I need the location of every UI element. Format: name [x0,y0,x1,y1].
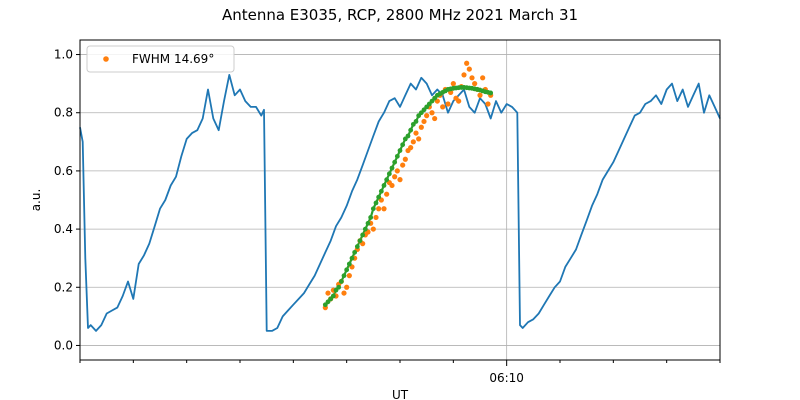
data-point [480,75,486,81]
fit-point [488,90,494,96]
y-tick-label: 0.0 [54,338,73,352]
fit-point [397,148,403,153]
signal-line [79,74,721,332]
legend-label: FWHM 14.69° [132,52,214,66]
fit-point [354,244,360,249]
series-group [79,60,721,332]
fit-point [357,238,363,244]
x-axis-label: UT [392,388,409,400]
fit-point [336,284,342,290]
fit-point [349,255,355,261]
y-tick-label: 0.8 [54,106,73,120]
data-point [408,145,414,151]
data-point [370,226,376,232]
data-point [394,168,400,174]
fit-point [381,183,387,188]
data-point [344,284,350,290]
y-tick-label: 0.2 [54,280,73,294]
fit-point [330,293,336,299]
data-point [373,214,379,221]
fit-point [365,220,371,226]
y-tick-label: 0.4 [54,222,73,236]
data-point [472,81,478,87]
data-point [397,177,403,183]
data-point [461,72,467,78]
fit-point [384,177,390,183]
fit-point [344,267,350,273]
data-point [440,104,446,110]
data-point [421,118,427,125]
data-point [429,110,435,116]
data-point [376,206,382,212]
data-point [325,290,331,296]
data-point [346,273,352,279]
data-point [381,206,387,212]
grid-lines [80,40,720,360]
data-point [485,101,491,107]
fit-point [392,159,398,165]
fit-point [341,273,347,279]
y-axis-label: a.u. [29,189,43,212]
data-point [384,191,390,197]
data-point [389,182,395,189]
fit-point [346,261,352,267]
data-point [469,75,475,81]
fit-point [400,142,406,148]
fit-point [368,215,374,220]
data-point [413,130,419,136]
data-point [456,98,462,104]
fit-point [352,249,358,255]
data-point [418,124,424,130]
fit-point [370,206,376,212]
data-point [424,113,430,119]
data-point [402,156,408,162]
fit-point [338,279,344,284]
fit-point [386,171,392,177]
fit-point [405,133,411,139]
legend-marker [103,56,109,62]
x-tick-label: 06:10 [489,371,524,385]
fit-point [413,119,419,124]
data-point [445,101,451,107]
legend: FWHM 14.69° [86,45,235,73]
fit-point [408,127,414,133]
fit-point [376,194,382,200]
data-point [450,81,456,87]
fit-point [362,226,368,232]
data-point [477,92,483,98]
data-point [410,139,416,145]
data-point [341,290,347,296]
data-point [466,66,472,72]
data-point [400,162,406,168]
data-point [416,136,422,142]
data-point [464,60,470,66]
fit-point [373,200,379,206]
data-point [392,174,398,180]
fit-point [360,232,366,238]
data-point [432,115,438,122]
y-tick-label: 0.6 [54,164,73,178]
chart-title: Antenna E3035, RCP, 2800 MHz 2021 March … [222,6,578,24]
fit-point [389,165,395,171]
fit-point [394,153,400,159]
legend-box [86,45,235,73]
y-tick-label: 1.0 [54,48,73,62]
fit-point [378,188,384,194]
axis-ticks: 0.0 0.2 0.4 0.6 0.8 1.0 06:10 [54,48,721,385]
